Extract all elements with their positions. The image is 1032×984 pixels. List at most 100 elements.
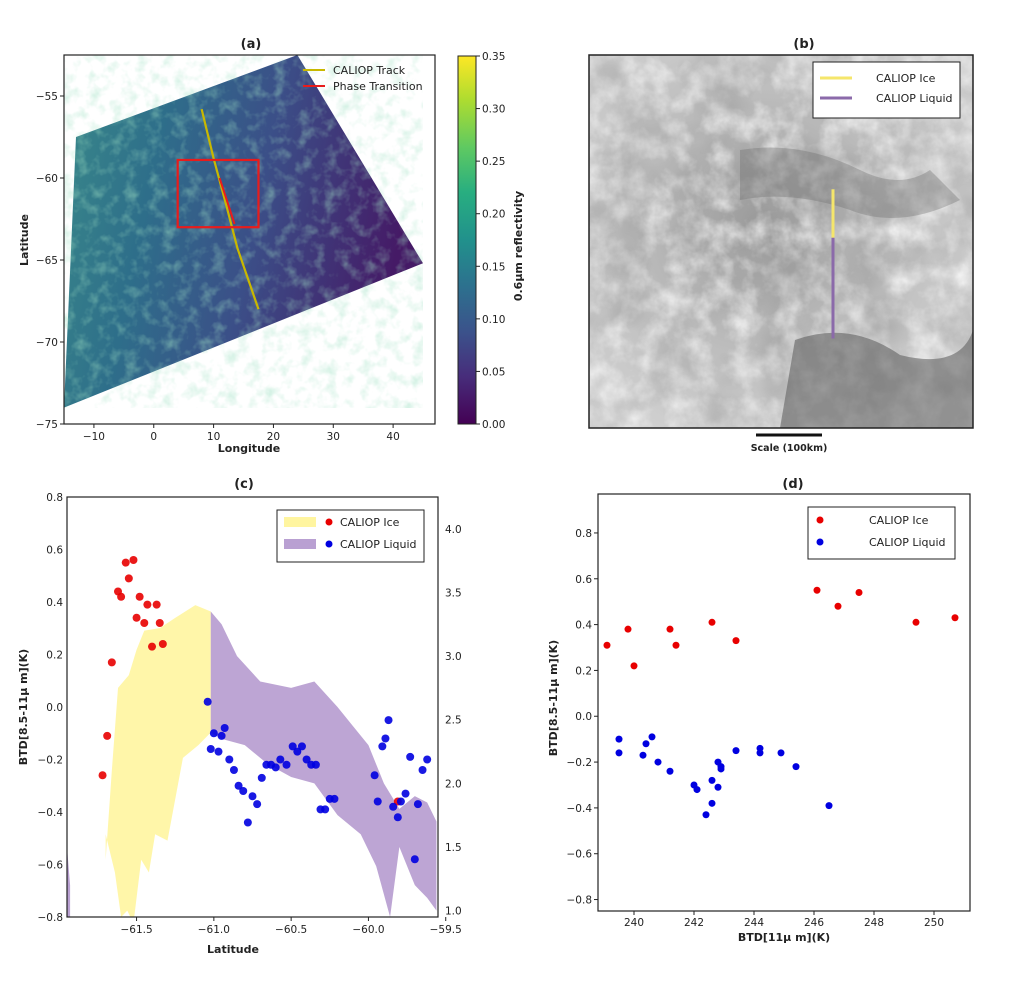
y2-tick-label: 3.5 bbox=[445, 587, 462, 599]
legend-liquid-label: CALIOP Liquid bbox=[876, 92, 953, 105]
liquid-point bbox=[389, 802, 398, 811]
panel-c-y-ticks: −0.8 −0.6 −0.4 −0.2 0.0 0.2 0.4 0.6 0.8 bbox=[38, 492, 64, 924]
liquid-point bbox=[248, 792, 257, 801]
ice-point bbox=[158, 640, 167, 648]
liquid-point bbox=[708, 799, 716, 807]
x-tick-label: 20 bbox=[267, 431, 280, 443]
liquid-point bbox=[693, 786, 701, 794]
legend-ice-label: CALIOP Ice bbox=[340, 516, 400, 529]
y-tick-label: −60 bbox=[36, 173, 58, 185]
panel-d-title: (d) bbox=[782, 477, 803, 492]
legend-liquid-label: CALIOP Liquid bbox=[340, 538, 417, 551]
legend-liquid-label: CALIOP Liquid bbox=[869, 536, 946, 549]
liquid-point bbox=[373, 797, 382, 806]
liquid-point bbox=[229, 766, 238, 774]
ice-point bbox=[135, 592, 144, 601]
liquid-point bbox=[381, 734, 390, 743]
ice-point bbox=[132, 613, 141, 622]
y-tick-label: 0.4 bbox=[575, 620, 592, 632]
y-tick-label: −75 bbox=[36, 419, 58, 431]
caliop-liquid-band bbox=[210, 611, 437, 917]
panel-d-y-ticks: −0.8 −0.6 −0.4 −0.2 0.0 0.2 0.4 0.6 0.8 bbox=[567, 528, 598, 907]
colorbar-tick-label: 0.30 bbox=[482, 104, 505, 116]
panel-c-legend: CALIOP Ice CALIOP Liquid bbox=[276, 509, 425, 563]
liquid-point bbox=[253, 800, 262, 809]
liquid-point bbox=[271, 763, 280, 772]
liquid-point bbox=[209, 729, 218, 738]
liquid-point bbox=[396, 797, 405, 806]
panel-c-points bbox=[98, 556, 432, 864]
panel-d-ylabel: BTD[8.5-11μ m](K) bbox=[547, 640, 560, 756]
liquid-point bbox=[220, 724, 229, 732]
ice-point bbox=[630, 662, 638, 670]
panel-b-legend: CALIOP Ice CALIOP Liquid bbox=[812, 61, 961, 119]
caliop-ice-band bbox=[105, 605, 211, 917]
y-tick-label: 0.2 bbox=[46, 650, 63, 662]
y-tick-label: 0.4 bbox=[46, 597, 63, 609]
y-tick-label: 0.0 bbox=[575, 711, 592, 723]
colorbar-tick-label: 0.15 bbox=[482, 261, 505, 273]
panel-c-xlabel: Latitude bbox=[207, 943, 259, 956]
panel-d-frame bbox=[597, 493, 971, 912]
panel-c-frame bbox=[66, 496, 439, 918]
x-tick-label: 250 bbox=[924, 917, 944, 929]
panel-c-title: (c) bbox=[234, 477, 254, 492]
ice-point bbox=[121, 558, 130, 567]
y2-tick-label: 1.0 bbox=[445, 906, 462, 918]
panel-c-ylabel: BTD[8.5-11μ m](K) bbox=[17, 649, 30, 765]
liquid-point bbox=[732, 747, 740, 755]
y2-tick-label: 3.0 bbox=[445, 651, 462, 663]
x-tick-label: −60.0 bbox=[352, 924, 384, 936]
legend-ice-band-swatch bbox=[284, 517, 316, 527]
ice-point bbox=[103, 731, 112, 740]
y-tick-label: 0.6 bbox=[575, 574, 592, 586]
ice-point bbox=[813, 586, 821, 594]
ice-point bbox=[912, 618, 920, 626]
y-tick-label: 0.2 bbox=[575, 665, 592, 677]
x-tick-label: 30 bbox=[327, 431, 340, 443]
y-tick-label: −0.8 bbox=[567, 895, 593, 907]
phase-transition-line bbox=[218, 177, 236, 225]
legend-track-label: CALIOP Track bbox=[333, 64, 406, 77]
liquid-point bbox=[302, 755, 311, 764]
panel-d-xlabel: BTD[11μ m](K) bbox=[738, 931, 830, 944]
y2-tick-label: 2.5 bbox=[445, 715, 462, 727]
liquid-point bbox=[239, 787, 248, 795]
colorbar-tick-label: 0.05 bbox=[482, 366, 505, 378]
colorbar-tick-label: 0.35 bbox=[482, 51, 505, 63]
x-tick-label: −60.5 bbox=[275, 924, 307, 936]
panel-a: (a) −10 0 10 20 30 40 −55 −60 −65 −70 −75 Longitu… bbox=[18, 37, 525, 455]
liquid-point bbox=[777, 749, 785, 757]
ice-point bbox=[708, 618, 716, 626]
liquid-point bbox=[225, 755, 234, 764]
ice-point bbox=[129, 556, 138, 564]
ice-point bbox=[107, 658, 116, 667]
liquid-point bbox=[413, 800, 422, 809]
y2-tick-label: 4.0 bbox=[445, 524, 462, 536]
liquid-point bbox=[297, 742, 306, 751]
liquid-point bbox=[293, 747, 302, 756]
liquid-point bbox=[393, 813, 402, 822]
y-tick-label: 0.8 bbox=[46, 492, 63, 504]
liquid-point bbox=[792, 763, 800, 771]
y-tick-label: −0.6 bbox=[567, 849, 593, 861]
liquid-point bbox=[615, 735, 623, 743]
ice-point bbox=[855, 589, 863, 597]
colorbar-tick-label: 0.20 bbox=[482, 209, 505, 221]
x-tick-label: −61.5 bbox=[120, 924, 152, 936]
panel-d: (d) 240 242 244 246 248 250 −0.8 −0.6 −0.4 −0.2 0… bbox=[547, 477, 971, 944]
liquid-point bbox=[423, 755, 432, 764]
panel-d-x-ticks: 240 242 244 246 248 250 bbox=[624, 911, 944, 929]
panel-a-frame bbox=[63, 54, 436, 425]
legend-ice-dot bbox=[816, 516, 824, 524]
legend-ice-dot bbox=[325, 518, 333, 526]
ice-point bbox=[117, 592, 126, 601]
liquid-point bbox=[311, 760, 320, 769]
y-tick-label: 0.0 bbox=[46, 702, 63, 714]
liquid-point bbox=[384, 716, 393, 725]
x-tick-label: 40 bbox=[386, 431, 399, 443]
ice-point bbox=[666, 625, 674, 633]
liquid-point bbox=[639, 751, 647, 759]
x-tick-label: 244 bbox=[744, 917, 764, 929]
y-tick-label: −0.4 bbox=[567, 803, 593, 815]
